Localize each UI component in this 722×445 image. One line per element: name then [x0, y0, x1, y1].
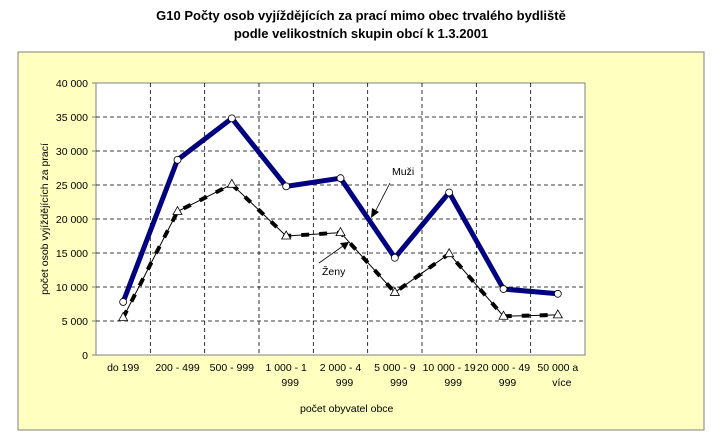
y-tick-label: 5 000: [62, 316, 88, 328]
x-tick-label: více: [552, 377, 571, 389]
y-tick-label: 10 000: [56, 282, 88, 294]
data-point-zeny: [389, 286, 401, 296]
x-tick-label: 999: [390, 377, 408, 389]
data-point-muzi: [227, 114, 236, 123]
y-tick-label: 40 000: [56, 78, 88, 90]
data-point-muzi: [173, 155, 182, 164]
data-point-zeny: [117, 311, 129, 322]
data-point-zeny: [280, 230, 292, 240]
x-tick-label: 2 000 - 4: [320, 362, 362, 374]
data-point-muzi: [390, 253, 399, 262]
annotation-zeny: Ženy: [322, 265, 346, 278]
data-point-muzi: [119, 298, 128, 306]
x-tick-label: do 199: [107, 362, 139, 374]
data-point-muzi: [445, 188, 454, 197]
x-tick-label: 5 000 - 9: [374, 362, 416, 374]
y-tick-label: 0: [82, 350, 88, 362]
y-axis-label: počet osob vyjíždějících za prací: [39, 143, 51, 295]
x-tick-label: 999: [281, 377, 299, 389]
x-tick-label: 50 000 a: [537, 362, 578, 374]
data-point-muzi: [336, 174, 345, 183]
annotation-arrow-muzi: [374, 182, 391, 213]
annotation-arrow-zeny: [318, 245, 344, 264]
x-tick-label: 10 000 - 19: [423, 362, 476, 374]
data-point-zeny: [443, 247, 455, 258]
x-tick-label: 999: [336, 377, 354, 389]
x-axis-label: počet obyvatel obce: [300, 403, 394, 415]
data-point-muzi: [553, 289, 562, 298]
data-point-zeny: [552, 309, 564, 319]
annotation-muzi: Muži: [392, 166, 414, 178]
x-tick-label: 999: [499, 377, 517, 389]
y-tick-label: 25 000: [56, 180, 88, 192]
data-point-zeny: [335, 226, 346, 237]
x-tick-label: 1 000 - 1: [265, 362, 307, 374]
y-tick-label: 30 000: [56, 146, 88, 158]
x-tick-label: 500 - 999: [210, 362, 255, 374]
data-point-zeny: [498, 310, 509, 320]
y-tick-label: 20 000: [56, 214, 88, 226]
chart-subtitle: podle velikostních skupin obcí k 1.3.200…: [233, 26, 489, 41]
annotation-arrowhead-zeny: [340, 242, 349, 250]
y-tick-label: 35 000: [56, 112, 88, 124]
data-point-muzi: [282, 182, 291, 191]
data-point-zeny: [226, 178, 238, 188]
data-point-zeny: [172, 205, 183, 215]
x-tick-label: 999: [444, 377, 462, 389]
x-tick-label: 20 000 - 49: [477, 362, 530, 374]
y-tick-label: 15 000: [56, 248, 88, 260]
data-point-muzi: [499, 285, 508, 293]
annotation-arrowhead-muzi: [371, 208, 379, 218]
chart-title: G10 Počty osob vyjíždějících za prací mi…: [156, 8, 566, 23]
x-tick-label: 200 - 499: [155, 362, 200, 374]
